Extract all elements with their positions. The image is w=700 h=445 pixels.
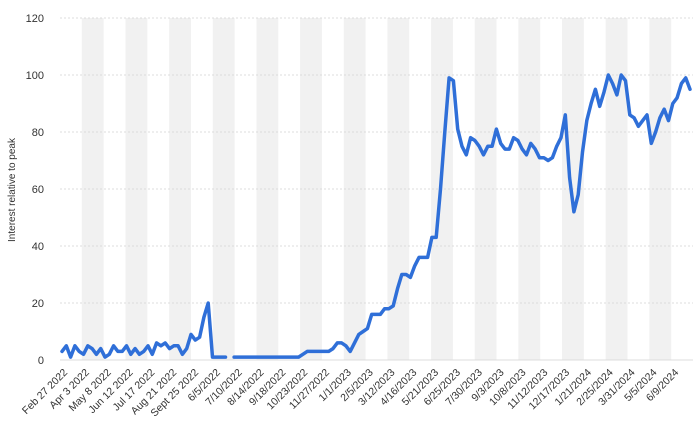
series-line-segment bbox=[232, 73, 692, 359]
y-tick-label: 40 bbox=[32, 241, 44, 253]
background-band bbox=[300, 18, 322, 360]
gridlines bbox=[60, 17, 693, 361]
y-tick-label: 80 bbox=[32, 127, 44, 139]
y-tick-label: 120 bbox=[26, 13, 44, 25]
background-band bbox=[212, 18, 235, 360]
series-lines bbox=[60, 73, 692, 359]
y-tick-label: 60 bbox=[32, 184, 44, 196]
background-band bbox=[343, 18, 366, 360]
y-tick-label: 0 bbox=[38, 355, 44, 367]
y-tick-label: 100 bbox=[26, 70, 44, 82]
y-tick-label: 20 bbox=[32, 298, 44, 310]
background-band bbox=[256, 18, 279, 360]
y-axis-title: Interest relative to peak bbox=[7, 137, 18, 242]
y-axis-ticks: 0 20 40 60 80 100 120 bbox=[26, 13, 44, 367]
series-line-segment bbox=[60, 301, 228, 359]
